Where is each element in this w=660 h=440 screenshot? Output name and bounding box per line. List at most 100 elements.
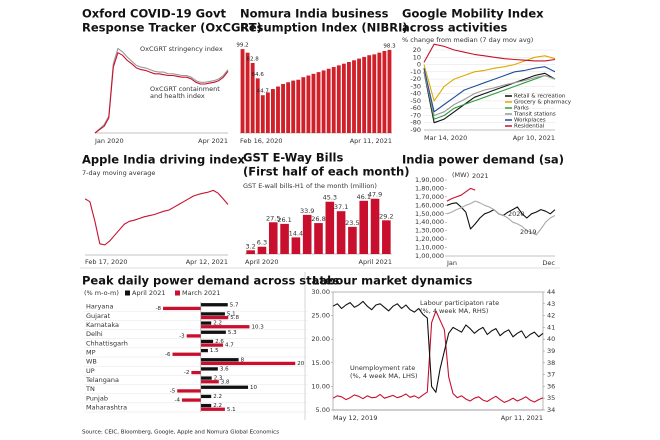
bar (362, 56, 367, 134)
bar (382, 220, 391, 254)
value-label: 5.1 (227, 311, 236, 317)
bar (302, 214, 312, 254)
value-label: -2 (184, 370, 189, 376)
bar (240, 49, 245, 134)
value-label: 26.1 (277, 216, 291, 224)
value-label: 2.2 (213, 321, 222, 327)
legend-label: Residential (514, 124, 545, 130)
bar (255, 78, 260, 133)
line-series (446, 200, 556, 236)
value-label: 2.3 (214, 376, 223, 382)
bar (186, 334, 201, 338)
y2-tick-label: 44 (547, 288, 555, 296)
annotation: OxCGRT stringency index (140, 45, 223, 53)
bar (200, 303, 228, 307)
legend-swatch (175, 290, 180, 296)
y-tick-label: -50 (410, 97, 421, 105)
legend-label: Retail & recreation (514, 94, 566, 100)
bar (268, 222, 278, 254)
source-note: Source: CEIC, Bloomberg, Google, Apple a… (82, 430, 279, 436)
bar (348, 226, 357, 254)
legend-label: Grocery & pharmacy (514, 100, 572, 106)
y-tick-label: 1,80,000 (415, 184, 444, 192)
bar (200, 348, 208, 353)
series-label: 2019 (520, 228, 537, 236)
value-label: 3.8 (221, 379, 230, 385)
y-tick-label: -30 (410, 82, 421, 90)
value-label: 5.7 (230, 302, 239, 308)
bar (359, 200, 369, 254)
bar (265, 92, 270, 133)
value-label: 47.9 (368, 191, 382, 199)
chart-subtitle: GST E-wall bills-H1 of the month (millio… (243, 182, 377, 190)
value-label: 5.1 (227, 407, 236, 413)
value-label: 64.6 (252, 72, 265, 78)
bar (325, 201, 335, 254)
y-tick-label: -60 (410, 104, 421, 112)
value-label: 44.7 (257, 89, 270, 95)
bar (260, 95, 265, 133)
unit-label: (MW) (452, 171, 469, 179)
x-tick-label: Apr 11, 2021 (501, 414, 543, 422)
y-tick-label: 0 (417, 61, 421, 69)
bar (370, 198, 380, 254)
y-tick-label: 10.00 (311, 382, 330, 390)
bar (311, 73, 316, 133)
x-tick-label: May 12, 2019 (333, 414, 377, 422)
bar (276, 86, 280, 133)
chart-title: Peak daily power demand across states (82, 274, 340, 288)
bar (271, 89, 275, 133)
category-label: Maharashtra (86, 403, 127, 411)
value-label: 23.5 (345, 219, 359, 227)
line-series (423, 66, 556, 113)
chart-title: Resumption Index (NIBRI) (240, 21, 408, 35)
y-tick-label: 20 (413, 46, 421, 54)
value-label: -6 (165, 352, 171, 358)
bar (200, 403, 212, 408)
category-label: TN (85, 385, 95, 393)
bar (245, 52, 250, 133)
x-tick-label: Apr 11, 2021 (350, 137, 392, 145)
bar (306, 75, 311, 133)
bar (357, 58, 361, 133)
y2-tick-label: 39 (547, 347, 555, 355)
bar (336, 65, 341, 133)
chart-title: Nomura India business (240, 7, 389, 21)
legend-label: Transit stations (513, 112, 556, 118)
category-label: Gujarat (86, 312, 111, 320)
y-tick-label: 1,70,000 (415, 193, 444, 201)
value-label: 2.2 (213, 403, 222, 409)
y2-tick-label: 43 (547, 300, 555, 308)
y-tick-label: 20.00 (311, 335, 330, 343)
series-label: 2020 (508, 210, 525, 218)
y-tick-label: 15.00 (311, 359, 330, 367)
bar (250, 62, 255, 133)
bar (326, 68, 331, 133)
y-tick-label: 1,90,000 (415, 176, 444, 184)
bar (200, 380, 219, 384)
bar (200, 330, 226, 334)
category-label: Telangana (85, 376, 119, 384)
bar (336, 211, 346, 254)
value-label: 3.2 (245, 242, 255, 250)
bar (200, 325, 250, 329)
value-label: 8 (241, 357, 245, 363)
value-label: -5 (170, 388, 176, 394)
annotation: (%, 4 week MA, RHS) (420, 307, 488, 315)
x-tick-label: Apr 10, 2021 (513, 134, 555, 142)
bar (200, 361, 296, 366)
bar (314, 223, 323, 254)
value-label: 14.4 (289, 229, 303, 237)
chart-subtitle: % change from median (7 day mov avg) (402, 36, 533, 44)
value-label: 2.6 (215, 339, 224, 345)
line-series (332, 300, 544, 393)
value-label: 5.3 (228, 330, 237, 336)
bar (200, 312, 225, 316)
category-label: Haryana (86, 303, 113, 311)
chart-title: (First half of each month) (243, 165, 409, 179)
value-label: 99.2 (236, 43, 248, 49)
value-label: 82.8 (247, 56, 260, 62)
value-label: 20 (297, 361, 304, 367)
y-tick-label: 1,10,000 (415, 244, 444, 252)
bar (163, 306, 201, 311)
